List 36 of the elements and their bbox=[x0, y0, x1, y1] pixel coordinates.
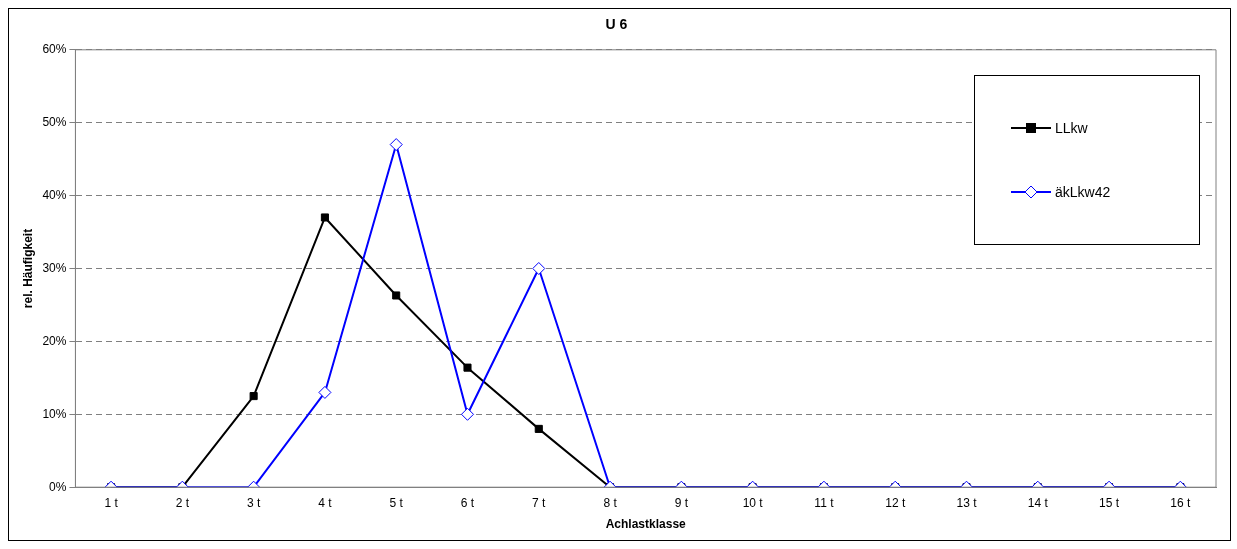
x-tick-label: 16 t bbox=[1170, 495, 1192, 510]
x-tick-label: 1 t bbox=[104, 495, 119, 510]
point bbox=[318, 385, 332, 399]
point bbox=[389, 138, 403, 152]
point bbox=[463, 363, 472, 372]
y-tick-label: 40% bbox=[42, 187, 67, 202]
x-tick-label: 4 t bbox=[318, 495, 333, 510]
y-tick-label: 20% bbox=[42, 333, 67, 348]
legend-label: äkLkw42 bbox=[1055, 184, 1111, 200]
point bbox=[532, 262, 546, 275]
x-tick-label: 8 t bbox=[603, 495, 618, 510]
point bbox=[460, 407, 474, 421]
x-tick-label: 3 t bbox=[246, 495, 261, 510]
x-tick-label: 15 t bbox=[1099, 495, 1120, 510]
x-tick-label: 10 t bbox=[742, 495, 764, 510]
x-tick-label: 2 t bbox=[175, 495, 190, 510]
x-tick-label: 13 t bbox=[956, 495, 978, 510]
chart-title: U 6 bbox=[605, 16, 628, 33]
x-tick-label: 7 t bbox=[532, 495, 547, 510]
y-tick-label: 50% bbox=[42, 115, 67, 130]
x-tick-label: 9 t bbox=[674, 495, 689, 510]
x-axis-title: Achlastklasse bbox=[605, 517, 687, 532]
point bbox=[392, 291, 401, 300]
point bbox=[320, 213, 329, 222]
point bbox=[534, 424, 543, 433]
x-tick-label: 14 t bbox=[1027, 495, 1049, 510]
x-tick-label: 6 t bbox=[460, 495, 475, 510]
x-tick-label: 11 t bbox=[814, 495, 835, 510]
y-tick-label: 10% bbox=[42, 406, 67, 421]
y-tick-label: 0% bbox=[49, 479, 67, 494]
y-axis-title: rel. Häufigkeit bbox=[20, 228, 35, 309]
x-tick-label: 5 t bbox=[389, 495, 404, 510]
y-tick-label: 60% bbox=[42, 42, 67, 57]
x-tick-label: 12 t bbox=[885, 495, 906, 510]
legend-label: LLkw bbox=[1055, 120, 1088, 136]
y-tick-label: 30% bbox=[42, 260, 67, 275]
